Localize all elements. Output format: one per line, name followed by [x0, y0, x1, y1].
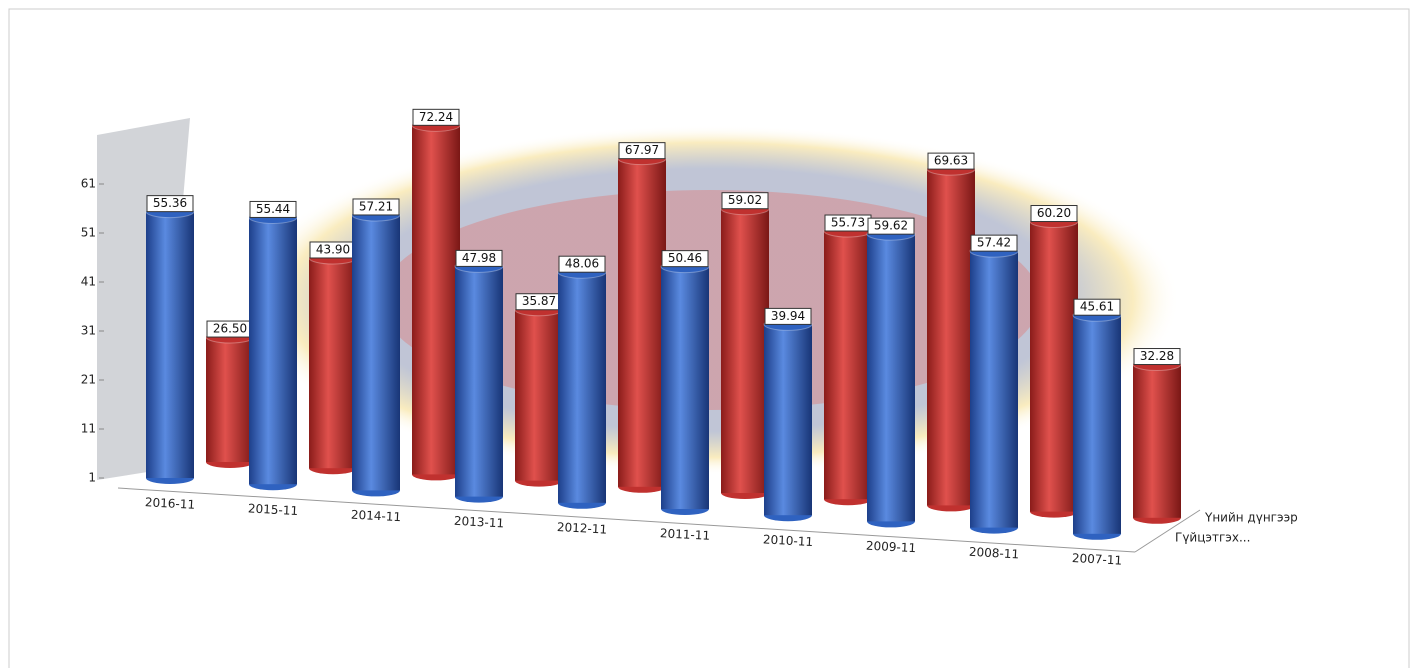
y-tick-label: 21 [81, 373, 96, 387]
value-label-box [661, 250, 709, 268]
bar [412, 125, 460, 475]
y-tick-label: 31 [81, 324, 96, 338]
bar [618, 158, 666, 487]
value-label: 60.20 [1037, 206, 1071, 220]
value-label-box [721, 192, 769, 210]
value-label: 26.50 [213, 322, 247, 336]
bar [309, 257, 357, 469]
value-label: 57.42 [977, 236, 1011, 250]
y-tick-label: 41 [81, 275, 96, 289]
value-label: 55.44 [256, 202, 290, 216]
x-tick-label: 2013-11 [454, 514, 505, 531]
value-label-box [1133, 348, 1181, 366]
y-tick-label: 11 [81, 422, 96, 436]
value-label-box [764, 307, 812, 325]
depth-axis [1134, 509, 1201, 553]
x-tick-label: 2015-11 [248, 501, 299, 518]
value-label: 43.90 [316, 242, 350, 256]
value-label: 45.61 [1080, 300, 1114, 314]
value-label: 48.06 [565, 257, 599, 271]
bar [1030, 221, 1078, 512]
value-label: 69.63 [934, 154, 968, 168]
x-tick-label: 2008-11 [969, 545, 1020, 562]
bar [515, 309, 563, 481]
value-label-box [249, 200, 297, 218]
value-label-box [146, 195, 194, 213]
bar [1133, 364, 1181, 518]
x-tick-label: 2009-11 [866, 539, 917, 556]
value-label: 57.21 [359, 199, 393, 213]
bar [661, 266, 709, 509]
bar [1073, 315, 1121, 534]
bar [927, 169, 975, 506]
bar [970, 251, 1018, 528]
value-label: 72.24 [419, 110, 453, 124]
x-tick-label: 2014-11 [351, 508, 402, 525]
value-label: 59.62 [874, 219, 908, 233]
value-label: 55.73 [831, 216, 865, 230]
bar [146, 211, 194, 479]
bar [455, 266, 503, 497]
value-label: 47.98 [462, 251, 496, 265]
value-label-box [352, 198, 400, 216]
bar [352, 214, 400, 491]
value-label-box [970, 234, 1018, 252]
value-label: 50.46 [668, 251, 702, 265]
bar [558, 272, 606, 503]
value-label-box [927, 152, 975, 170]
bar [867, 234, 915, 522]
x-tick-label: 2010-11 [763, 532, 814, 549]
value-label: 59.02 [728, 193, 762, 207]
value-label-box [412, 108, 460, 126]
value-label: 35.87 [522, 294, 556, 308]
value-label-box [558, 255, 606, 273]
bar [249, 217, 297, 485]
value-label: 55.36 [153, 196, 187, 210]
x-axis [117, 487, 1136, 553]
bar [721, 208, 769, 493]
bar [824, 231, 872, 500]
legend-label: Үнийн дүнгээр [1204, 511, 1298, 525]
value-label-box [618, 142, 666, 160]
x-tick-label: 2011-11 [660, 526, 711, 543]
bar [764, 324, 812, 516]
value-label: 39.94 [771, 309, 805, 323]
value-label-box [1030, 205, 1078, 223]
value-label-box [867, 217, 915, 235]
value-label-box [455, 249, 503, 267]
value-label: 32.28 [1140, 349, 1174, 363]
value-label-box [1073, 298, 1121, 316]
legend-label: Гүйцэтгэх... [1175, 531, 1250, 545]
bar [206, 337, 254, 462]
x-tick-label: 2007-11 [1072, 551, 1123, 568]
y-tick-label: 1 [88, 471, 96, 485]
x-tick-label: 2016-11 [145, 495, 196, 512]
y-tick-label: 51 [81, 226, 96, 240]
y-tick-label: 61 [81, 177, 96, 191]
value-label: 67.97 [625, 143, 659, 157]
x-tick-label: 2012-11 [557, 520, 608, 537]
